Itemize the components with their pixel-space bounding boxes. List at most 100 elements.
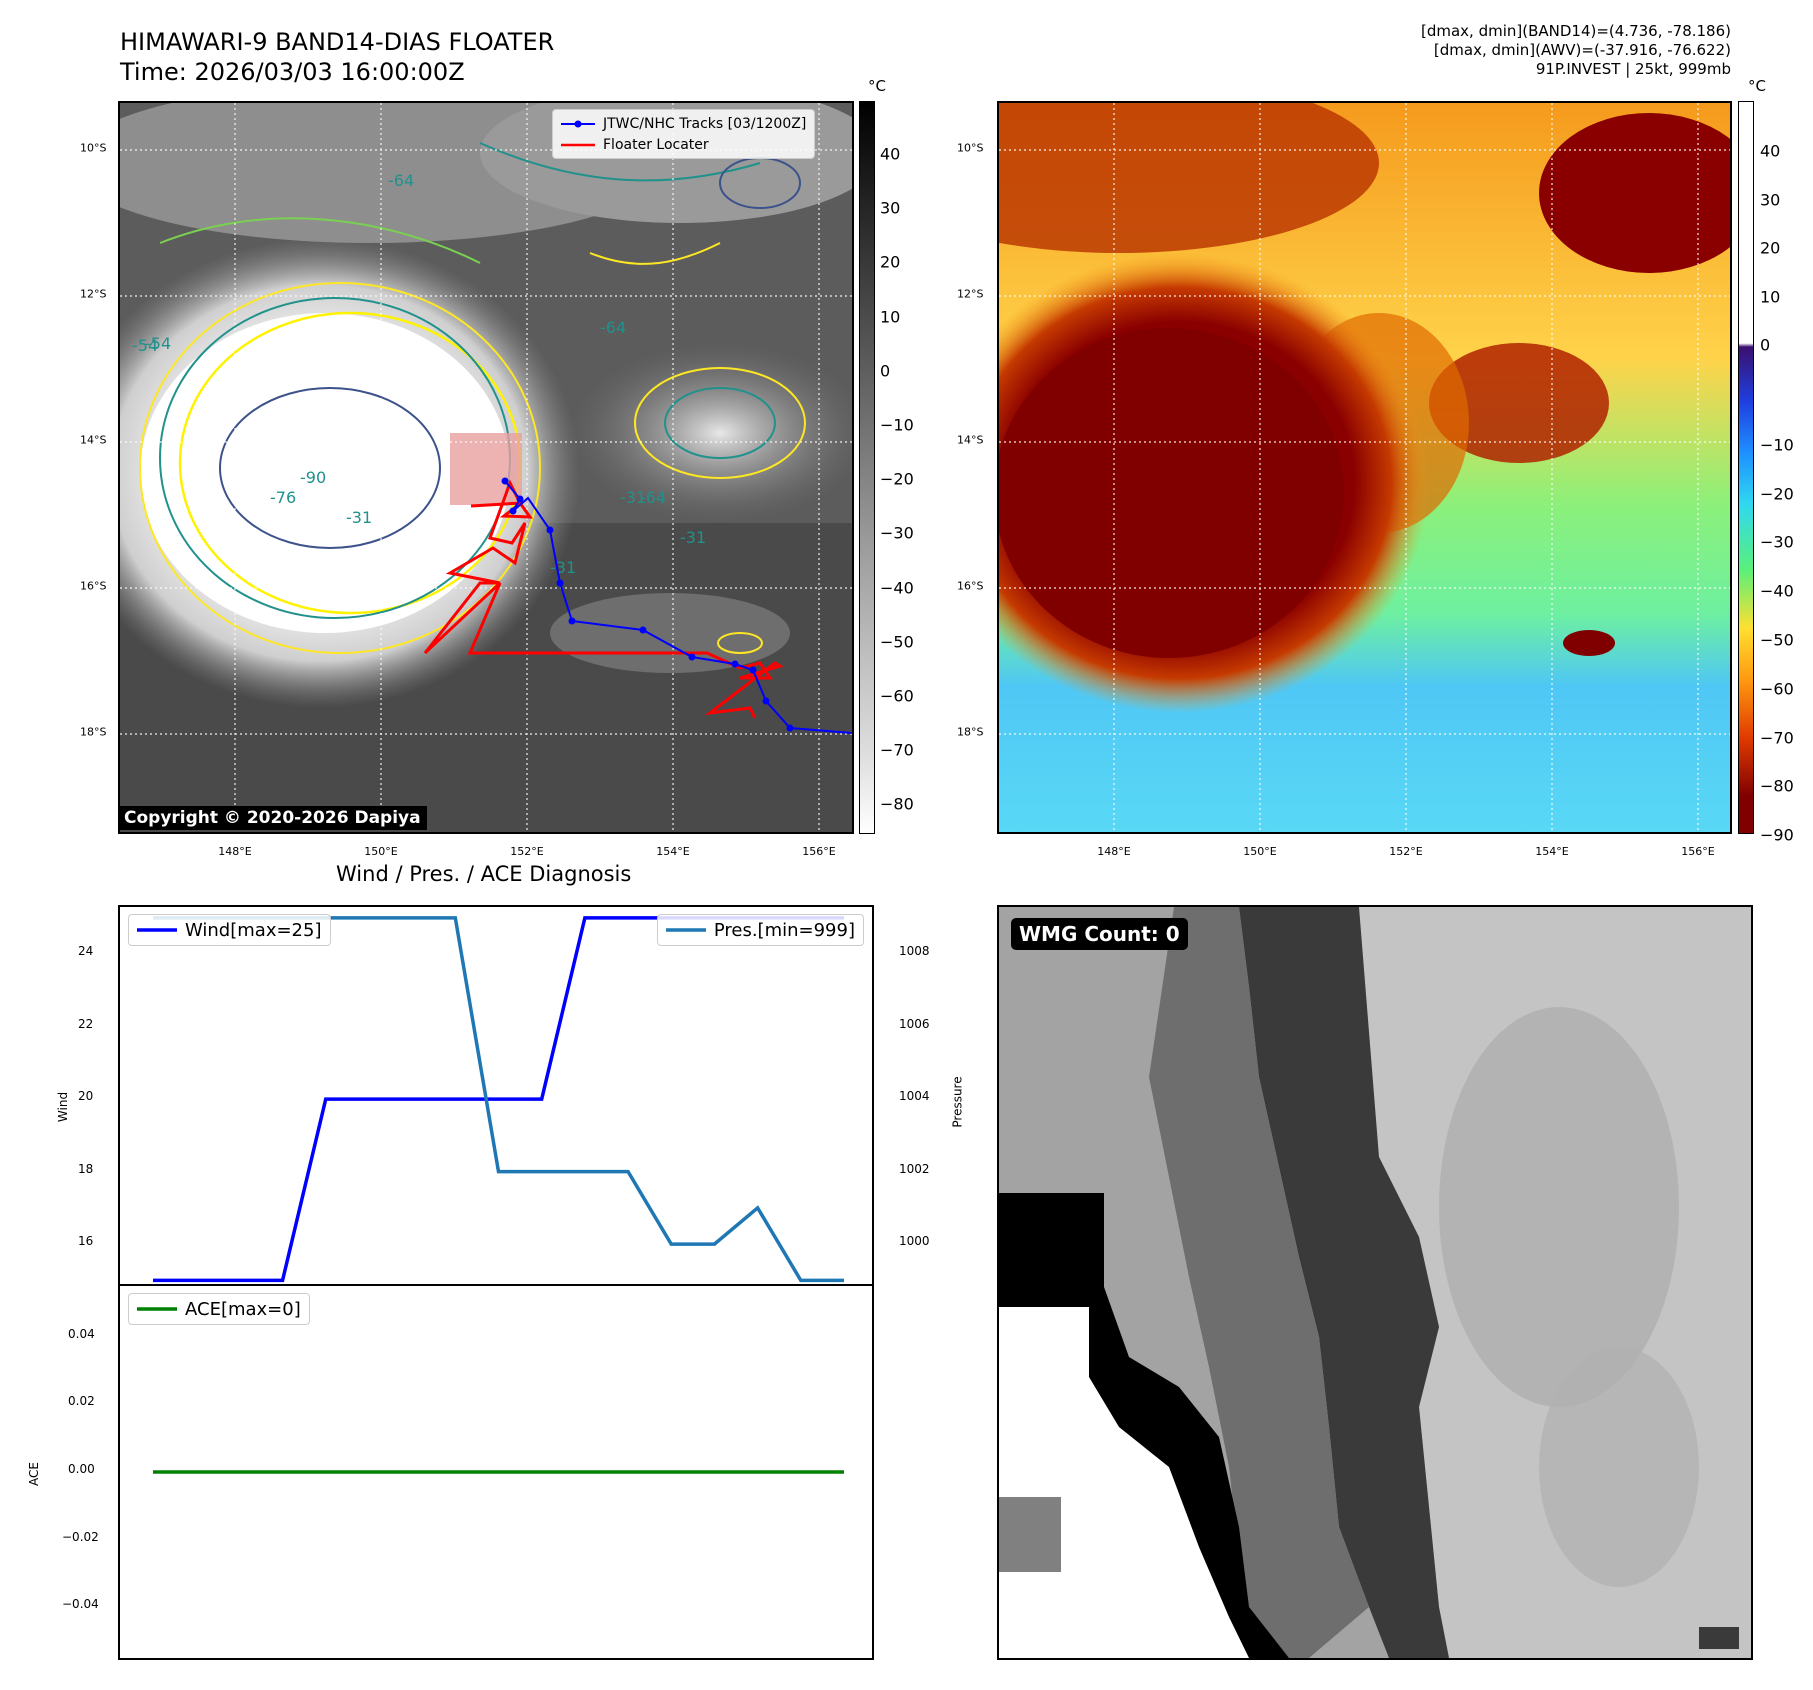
awv-colorbar-tick: −80 [1760,776,1794,796]
awv-colorbar-tick: −40 [1760,581,1794,601]
map2-lon-label: 154°E [1535,845,1569,858]
wind-pres-chart-svg [153,916,844,1283]
pressure-tick: 1002 [899,1161,930,1176]
map2-lon-label: 150°E [1243,845,1277,858]
map2-lon-label: 156°E [1681,845,1715,858]
awv-colorbar-tick: −20 [1760,484,1794,504]
wmg-image [999,907,1751,1658]
map2-lat-label: 18°S [957,725,984,739]
map1-lat-label: 10°S [80,141,107,155]
wind-tick: 16 [78,1234,94,1249]
contour-label: -54 [145,334,171,353]
awv-colorbar-tick: −70 [1760,728,1794,748]
band14-colorbar-tick: −70 [880,740,914,760]
band14-map-panel: -64 -54 -31 -90 -76 -31 -31 -64 -31 -64 -54 JTWC/N… [118,101,854,834]
awv-colorbar-tick: 40 [1760,141,1781,161]
wind-axis-label: Wind [56,1091,71,1123]
pressure-tick: 1000 [899,1234,930,1249]
wmg-count-badge: WMG Count: 0 [1011,918,1188,950]
stats-block: [dmax, dmin](BAND14)=(4.736, -78.186) [d… [1131,22,1731,79]
wind-tick: 20 [78,1089,94,1104]
wind-series-line [153,916,844,1283]
awv-colorbar-tick: −50 [1760,630,1794,650]
figure-title: HIMAWARI-9 BAND14-DIAS FLOATER [120,28,555,56]
map1-lon-label: 148°E [218,845,252,858]
wind-legend-label: Wind[max=25] [185,919,322,941]
band14-colorbar-tick: −60 [880,686,914,706]
ace-chart-svg [153,1470,844,1474]
diagnosis-title: Wind / Pres. / ACE Diagnosis [336,862,632,886]
band14-colorbar-tick: −80 [880,794,914,814]
contour-label: -64 [388,171,414,190]
map1-lat-label: 12°S [80,287,107,301]
figure-time: Time: 2026/03/03 16:00:00Z [120,58,465,86]
ace-tick: 0.02 [68,1394,95,1409]
map1-lat-label: 16°S [80,579,107,593]
awv-colorbar-tick: −60 [1760,679,1794,699]
band14-colorbar-tick: 10 [880,307,901,327]
pressure-tick: 1006 [899,1016,930,1031]
awv-map-panel [997,101,1732,834]
map2-lat-label: 12°S [957,287,984,301]
map1-lon-label: 154°E [656,845,690,858]
awv-range-text: [dmax, dmin](AWV)=(-37.916, -76.622) [1433,41,1731,59]
band14-colorbar-tick: 40 [880,144,901,164]
awv-colorbar-tick: 20 [1760,238,1781,258]
band14-colorbar-tick: −40 [880,578,914,598]
track-legend: JTWC/NHC Tracks [03/1200Z] Floater Locat… [552,109,816,159]
ace-axis-label: ACE [26,1462,41,1486]
contour-label: -76 [270,488,296,507]
wind-tick: 22 [78,1016,94,1031]
contour-label: -90 [300,468,326,487]
wind-tick: 24 [78,944,94,959]
awv-colorbar [1738,101,1754,834]
map1-lat-label: 14°S [80,433,107,447]
locater-legend-label: Floater Locater [603,136,709,153]
map2-lat-label: 10°S [957,141,984,155]
wind-legend: Wind[max=25] [128,914,331,946]
copyright-badge: Copyright © 2020-2026 Dapiya [118,806,427,830]
pressure-tick: 1008 [899,944,930,959]
ace-chart: ACE[max=0] [118,1284,874,1660]
band14-colorbar-tick: 20 [880,252,901,272]
band14-colorbar [859,101,875,834]
ace-tick: −0.04 [62,1597,99,1612]
wmg-panel [997,905,1753,1660]
contour-label: -31 [620,488,646,507]
contour-label: -31 [550,558,576,577]
ace-tick: −0.02 [62,1529,99,1544]
contour-label: -54 [132,336,158,355]
pres-legend-label: Pres.[min=999] [713,919,855,941]
band14-colorbar-tick: −50 [880,632,914,652]
awv-colorbar-tick: 30 [1760,190,1781,209]
awv-colorbar-tick: 10 [1760,287,1781,306]
pressure-tick: 1004 [899,1089,930,1104]
awv-colorbar-unit: °C [1748,77,1766,95]
awv-colorbar-tick: 0 [1760,335,1771,355]
band14-colorbar-tick: 0 [880,361,891,381]
ace-legend: ACE[max=0] [128,1293,310,1325]
ace-legend-label: ACE[max=0] [185,1298,301,1320]
contour-label: -31 [346,508,372,527]
map2-lat-label: 16°S [957,579,984,593]
band14-colorbar-tick: −20 [880,469,914,489]
wind-tick: 18 [78,1161,94,1176]
awv-colorbar-tick: −10 [1760,435,1794,455]
tracks-legend-label: JTWC/NHC Tracks [03/1200Z] [603,115,807,132]
ace-tick: 0.04 [68,1326,95,1341]
band14-map-image: -64-54-31-90-76-31-31-64-31-64-54 [120,103,852,832]
awv-colorbar-tick: −30 [1760,532,1794,552]
storm-info-text: 91P.INVEST | 25kt, 999mb [1535,60,1731,78]
contour-label: -31 [680,528,706,547]
pres-legend: Pres.[min=999] [656,914,864,946]
awv-map-image [999,103,1730,832]
band14-colorbar-tick: 30 [880,198,901,218]
map2-lon-label: 148°E [1097,845,1131,858]
map1-lat-label: 18°S [80,725,107,739]
pressure-axis-label: Pressure [950,1076,965,1128]
band14-range-text: [dmax, dmin](BAND14)=(4.736, -78.186) [1420,22,1731,40]
map2-lat-label: 14°S [957,433,984,447]
ace-tick: 0.00 [68,1462,95,1476]
map1-lon-label: 156°E [802,845,836,858]
band14-colorbar-tick: −10 [880,415,914,435]
